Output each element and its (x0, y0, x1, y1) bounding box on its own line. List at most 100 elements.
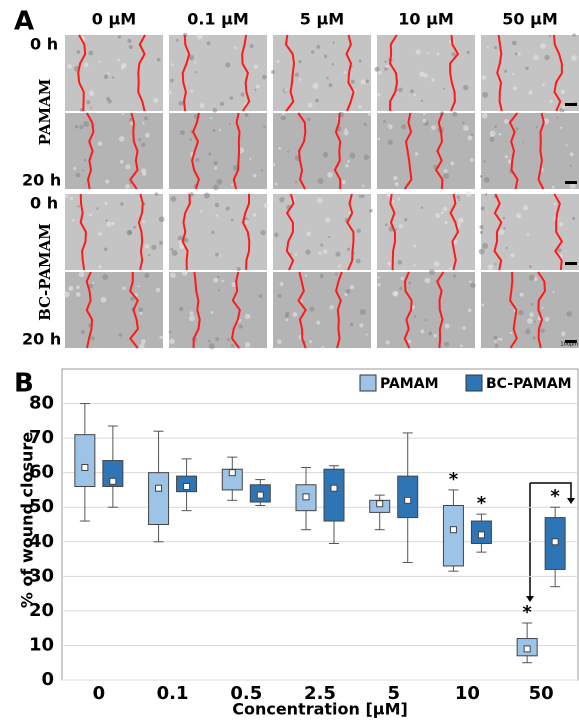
cell-texture (98, 265, 102, 269)
cell-texture (167, 90, 172, 95)
cell-texture (199, 210, 203, 213)
cell-texture (240, 92, 245, 97)
cell-texture (484, 192, 488, 196)
significance-mark: * (477, 493, 487, 514)
cell-texture (140, 168, 147, 174)
cell-texture (572, 33, 576, 37)
wound-edge (137, 193, 144, 271)
cell-texture (208, 343, 215, 350)
cell-texture (319, 274, 324, 279)
cell-texture (566, 311, 573, 317)
wound-edge (537, 112, 545, 190)
cell-texture (442, 87, 445, 90)
cell-texture (462, 326, 466, 330)
y-tick-label: 70 (29, 427, 54, 448)
cell-texture (329, 305, 334, 310)
wound-edge (241, 34, 251, 112)
cell-texture (79, 125, 84, 130)
cell-texture (298, 78, 302, 81)
arrow-head (526, 596, 534, 602)
mean-marker (228, 469, 236, 477)
mean-marker (404, 496, 412, 504)
cell-texture (219, 254, 222, 257)
cell-texture (393, 175, 398, 181)
cell-texture (435, 212, 441, 218)
scale-bar (565, 181, 577, 184)
cell-texture (309, 306, 315, 312)
cell-texture (522, 141, 525, 144)
cell-texture (122, 286, 126, 291)
cell-texture (482, 91, 489, 98)
cell-texture (458, 199, 461, 202)
plot-frame (61, 368, 579, 681)
wound-edge (496, 34, 503, 112)
cell-texture (358, 59, 362, 63)
y-tick-label: 10 (29, 634, 54, 655)
cell-texture (92, 281, 95, 284)
cell-texture (215, 214, 219, 217)
cell-texture (519, 292, 524, 297)
cell-texture (183, 237, 189, 243)
cell-texture (394, 182, 399, 187)
cell-texture (196, 33, 203, 40)
cell-texture (77, 205, 80, 208)
cell-texture (252, 173, 257, 178)
cell-texture (199, 103, 205, 109)
x-tick-label: 5 (387, 683, 400, 704)
cell-texture (420, 99, 424, 103)
cell-texture (278, 147, 282, 150)
cell-texture (230, 183, 234, 186)
cell-texture (410, 89, 414, 94)
cell-texture (361, 184, 365, 187)
wound-edge (192, 271, 201, 349)
cell-texture (262, 74, 267, 80)
cell-texture (525, 328, 531, 335)
cell-texture (271, 70, 275, 74)
wound-edge (297, 112, 307, 190)
cell-texture (107, 99, 112, 104)
wound-edge (333, 112, 342, 189)
cell-texture (540, 328, 545, 334)
cell-texture (244, 342, 251, 348)
cell-texture (494, 339, 497, 343)
group-label: PAMAM (36, 79, 54, 146)
cell-texture (490, 134, 494, 137)
cell-texture (422, 112, 426, 116)
cell-texture (286, 150, 290, 153)
cell-texture (385, 340, 390, 345)
cell-texture (408, 281, 412, 285)
cell-texture (367, 112, 372, 117)
cell-texture (369, 208, 373, 213)
wound-edge (241, 194, 251, 271)
cell-texture (170, 247, 174, 251)
cell-texture (408, 339, 412, 343)
panel-label: B (14, 369, 34, 399)
cell-texture (230, 218, 234, 222)
cell-texture (155, 287, 161, 293)
comparison-arrow (545, 482, 572, 500)
micrograph (481, 113, 579, 189)
significance-mark: * (522, 602, 532, 623)
cell-texture (413, 244, 417, 248)
cell-texture (228, 122, 231, 125)
cell-texture (345, 289, 351, 294)
wound-edge (85, 271, 94, 349)
cell-texture (180, 130, 185, 136)
cell-texture (527, 318, 533, 324)
cell-texture (139, 343, 145, 349)
mean-marker (109, 477, 117, 485)
cell-texture (377, 137, 381, 141)
wound-edge (403, 112, 413, 190)
cell-texture (294, 72, 299, 77)
cell-texture (413, 315, 417, 318)
micrograph (273, 272, 371, 348)
wound-edge (285, 193, 295, 271)
cell-texture (78, 271, 85, 278)
micrograph (481, 194, 579, 270)
wound-edge (493, 193, 503, 271)
wound-edge (137, 34, 146, 112)
cell-texture (387, 139, 393, 145)
significance-mark: * (550, 486, 560, 507)
cell-texture (448, 266, 453, 271)
cell-texture (470, 282, 476, 289)
